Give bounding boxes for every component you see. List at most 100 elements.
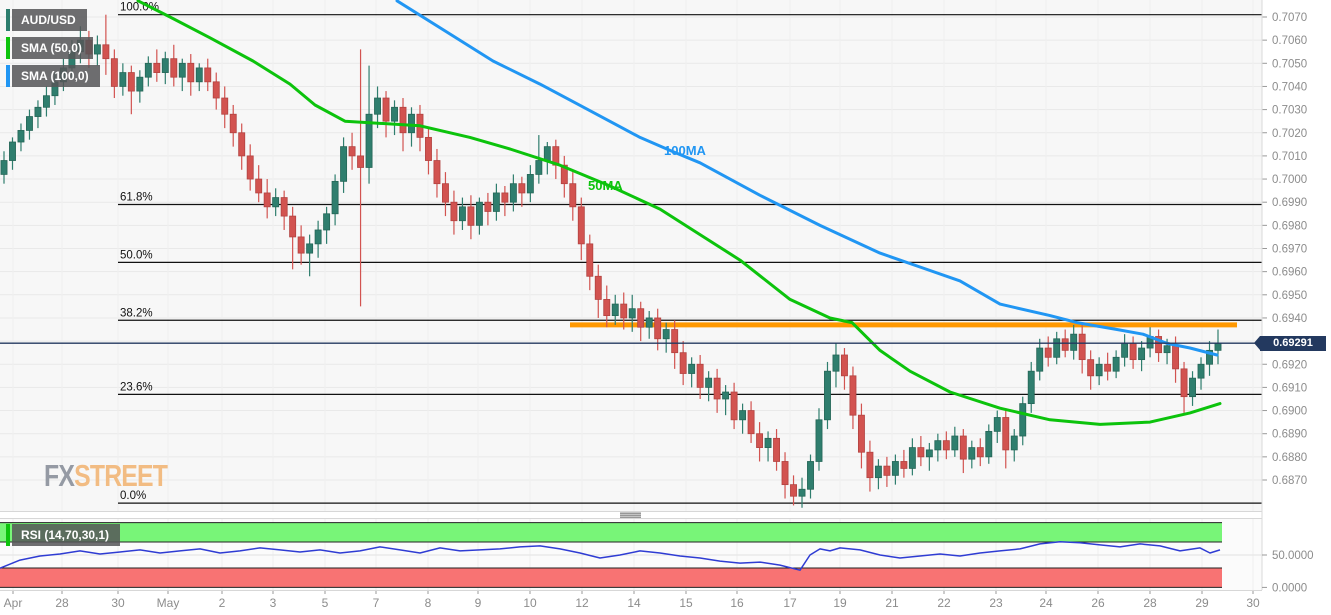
candle[interactable] xyxy=(221,97,229,115)
candle[interactable] xyxy=(560,164,568,185)
candle[interactable] xyxy=(144,62,152,78)
candle[interactable] xyxy=(739,410,747,421)
candle[interactable] xyxy=(611,303,619,317)
candle[interactable] xyxy=(484,201,492,212)
candle[interactable] xyxy=(654,317,662,340)
candle[interactable] xyxy=(501,192,509,203)
candle[interactable] xyxy=(399,106,407,134)
candle[interactable] xyxy=(433,160,441,185)
candle[interactable] xyxy=(730,391,738,421)
candle[interactable] xyxy=(1180,368,1188,398)
candle[interactable] xyxy=(1189,377,1196,398)
candle[interactable] xyxy=(391,106,398,122)
candle[interactable] xyxy=(1070,333,1078,351)
candle[interactable] xyxy=(620,303,628,319)
candle[interactable] xyxy=(17,130,25,143)
candle[interactable] xyxy=(425,136,432,161)
candle[interactable] xyxy=(679,352,687,374)
candle[interactable] xyxy=(323,213,331,231)
candle[interactable] xyxy=(1197,363,1205,379)
candle[interactable] xyxy=(170,58,178,78)
candle[interactable] xyxy=(509,183,517,203)
candle[interactable] xyxy=(586,243,594,277)
candle[interactable] xyxy=(798,488,806,497)
candle[interactable] xyxy=(1163,345,1171,354)
candle[interactable] xyxy=(153,62,161,73)
candle[interactable] xyxy=(1112,356,1120,372)
candle[interactable] xyxy=(42,95,50,108)
candle[interactable] xyxy=(1121,343,1129,358)
candle[interactable] xyxy=(1036,347,1044,372)
candle[interactable] xyxy=(1044,347,1052,358)
candle[interactable] xyxy=(26,116,33,131)
candle[interactable] xyxy=(136,76,144,92)
candle[interactable] xyxy=(959,435,967,460)
pane-resize-handle[interactable] xyxy=(620,512,641,518)
candle[interactable] xyxy=(212,81,220,99)
candle[interactable] xyxy=(204,67,212,83)
candle[interactable] xyxy=(442,183,449,203)
candle[interactable] xyxy=(0,160,8,175)
candle[interactable] xyxy=(696,363,704,388)
candle[interactable] xyxy=(263,192,271,208)
candle[interactable] xyxy=(1172,345,1180,370)
candle[interactable] xyxy=(908,447,916,469)
candle[interactable] xyxy=(119,72,127,87)
candle[interactable] xyxy=(374,97,381,115)
candle[interactable] xyxy=(747,410,755,435)
candle[interactable] xyxy=(688,363,696,374)
candle[interactable] xyxy=(925,449,933,458)
candle[interactable] xyxy=(1104,363,1112,372)
candle[interactable] xyxy=(518,183,526,194)
candle[interactable] xyxy=(951,435,959,451)
candle[interactable] xyxy=(365,113,373,168)
candle[interactable] xyxy=(824,370,831,421)
candle[interactable] xyxy=(917,447,925,458)
candle[interactable] xyxy=(942,440,950,451)
rsi-badge[interactable]: RSI (14,70,30,1) xyxy=(6,524,121,546)
candle[interactable] xyxy=(671,329,679,354)
candle[interactable] xyxy=(662,329,670,340)
candle[interactable] xyxy=(161,58,169,73)
candle[interactable] xyxy=(34,106,42,117)
candle[interactable] xyxy=(1002,417,1010,451)
candle[interactable] xyxy=(289,215,297,238)
candle[interactable] xyxy=(705,377,713,388)
candle[interactable] xyxy=(637,308,645,328)
sma100-badge[interactable]: SMA (100,0) xyxy=(6,65,100,87)
candle[interactable] xyxy=(773,437,780,462)
candle[interactable] xyxy=(934,440,942,451)
candle[interactable] xyxy=(577,206,585,245)
candle[interactable] xyxy=(272,197,280,208)
candle[interactable] xyxy=(976,447,984,458)
candle[interactable] xyxy=(306,243,314,254)
candle[interactable] xyxy=(348,146,356,157)
candle[interactable] xyxy=(781,461,789,486)
candle[interactable] xyxy=(255,178,263,194)
candle[interactable] xyxy=(535,160,543,175)
candle[interactable] xyxy=(891,461,899,476)
candle[interactable] xyxy=(1053,338,1061,358)
candle[interactable] xyxy=(841,354,848,377)
candle[interactable] xyxy=(475,201,483,226)
candle[interactable] xyxy=(110,58,118,87)
candle[interactable] xyxy=(1010,435,1018,451)
candle[interactable] xyxy=(722,391,730,400)
candle[interactable] xyxy=(993,417,1001,432)
candle[interactable] xyxy=(815,419,823,462)
candle[interactable] xyxy=(467,206,475,226)
candle[interactable] xyxy=(1206,349,1213,365)
candle[interactable] xyxy=(1214,343,1222,351)
candle[interactable] xyxy=(569,183,577,208)
candle[interactable] xyxy=(1129,343,1137,361)
candle[interactable] xyxy=(543,146,551,161)
candle[interactable] xyxy=(127,72,135,92)
sma50-badge[interactable]: SMA (50,0) xyxy=(6,37,100,59)
candle[interactable] xyxy=(968,447,976,460)
candle[interactable] xyxy=(1087,359,1095,377)
candle[interactable] xyxy=(832,354,840,372)
candle[interactable] xyxy=(1138,347,1146,361)
candle[interactable] xyxy=(93,44,101,55)
candle[interactable] xyxy=(9,141,16,161)
candle[interactable] xyxy=(603,299,611,317)
